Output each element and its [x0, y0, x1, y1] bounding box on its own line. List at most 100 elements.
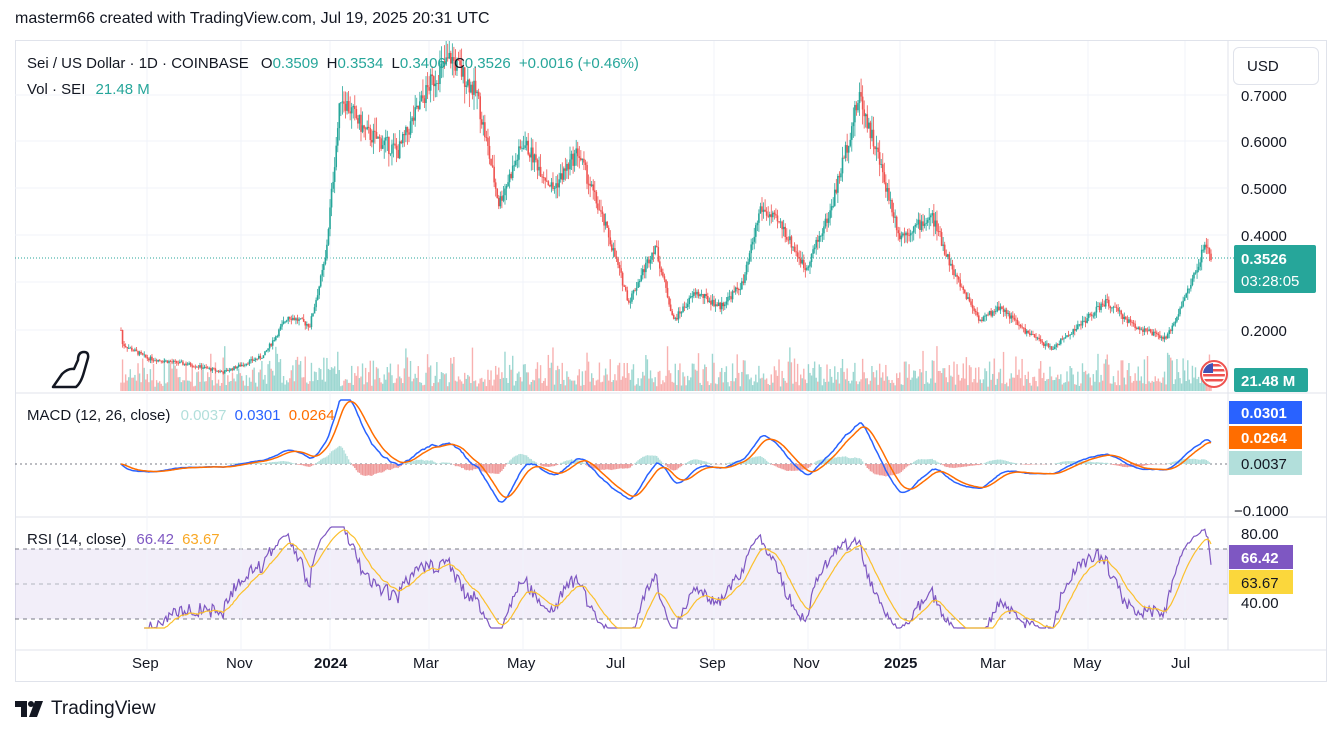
macd-hist-bar: [951, 464, 954, 468]
macd-hist-bar: [355, 464, 358, 471]
candle-body: [886, 187, 889, 192]
candle-body: [465, 85, 468, 87]
volume-bar: [1117, 370, 1119, 391]
candle-body: [168, 361, 170, 363]
volume-bar: [1015, 356, 1017, 391]
macd-hist-bar: [817, 460, 819, 464]
macd-hist-bar: [874, 464, 876, 475]
volume-bar: [572, 380, 574, 391]
candle-body: [425, 85, 427, 103]
macd-hist-bar: [1115, 464, 1118, 466]
candle-body: [1100, 303, 1102, 310]
price-axis[interactable]: 0.7000 0.6000 0.5000 0.4000 0.2000 −0.10…: [1234, 88, 1289, 612]
volume-bar: [1033, 376, 1036, 391]
macd-hist-bar: [409, 461, 412, 464]
volume-bar: [1081, 363, 1084, 391]
candle-body: [374, 130, 376, 132]
volume-bar: [310, 362, 313, 391]
volume-bar: [866, 378, 868, 391]
macd-hist-bar: [820, 459, 822, 464]
volume-bar: [998, 372, 1000, 391]
volume-bar: [792, 383, 794, 391]
rsi-label[interactable]: RSI (14, close): [27, 531, 127, 548]
macd-label[interactable]: MACD (12, 26, close): [27, 407, 171, 424]
macd-hist-bar: [1120, 464, 1122, 467]
volume-bar: [694, 369, 697, 391]
candle-body: [182, 361, 184, 365]
macd-hist-bar: [505, 464, 508, 465]
macd-hist-bar: [773, 464, 776, 466]
volume-bar: [343, 380, 345, 391]
candle-body: [755, 225, 757, 237]
volume-bar: [669, 373, 672, 391]
candle-body: [1200, 249, 1203, 263]
volume-bar: [237, 368, 240, 391]
macd-hist-bar: [381, 464, 384, 473]
time-axis[interactable]: Sep Nov 2024 Mar May Jul Sep Nov 2025 Ma…: [132, 655, 1190, 672]
macd-hist-bar: [326, 456, 328, 464]
volume-bar: [830, 376, 833, 391]
candle-body: [470, 84, 472, 93]
volume-bar: [538, 378, 540, 391]
macd-hist-bar: [959, 464, 961, 468]
candle-body: [335, 145, 338, 168]
candle-body: [764, 209, 766, 212]
volume-bar: [690, 377, 692, 391]
candle-body: [1095, 306, 1098, 313]
candle-body: [962, 286, 965, 290]
macd-hist-bar: [1078, 461, 1081, 464]
candle-body: [883, 172, 886, 183]
volume-bar: [488, 379, 491, 391]
volume-bar: [600, 382, 602, 391]
candle-body: [756, 222, 759, 226]
macd-hist-bar: [1194, 459, 1197, 464]
macd-hist-bar: [973, 464, 975, 466]
candle-body: [397, 149, 399, 159]
candle-body: [1134, 323, 1136, 328]
volume-bar: [476, 386, 478, 391]
candle-body: [1086, 318, 1088, 323]
symbol-title[interactable]: Sei / US Dollar · 1D · COINBASE: [27, 55, 249, 72]
macd-hist-bar: [419, 459, 421, 464]
macd-hist-bar: [937, 462, 940, 464]
tradingview-footer[interactable]: TradingView: [15, 698, 156, 720]
candle-body: [267, 348, 269, 351]
macd-hist-bar: [377, 464, 379, 473]
volume-bar: [1129, 376, 1132, 391]
candle-body: [615, 256, 618, 259]
volume-bar: [1165, 384, 1167, 391]
macd-hist-bar: [837, 456, 839, 464]
macd-hist-bar: [1030, 464, 1033, 465]
macd-hist-bar: [999, 459, 1002, 464]
volume-bar: [388, 372, 390, 391]
volume-bar: [550, 362, 553, 391]
currency-button[interactable]: USD: [1233, 47, 1319, 85]
candle-body: [838, 175, 841, 178]
candle-body: [1073, 329, 1076, 331]
volume-bar: [479, 378, 481, 391]
us-flag-icon[interactable]: [1200, 360, 1228, 388]
candle-body: [169, 361, 172, 362]
candle-body: [1066, 335, 1068, 338]
volume-bar: [451, 363, 454, 391]
volume-bar: [804, 379, 807, 391]
candle-body: [1131, 322, 1133, 323]
candle-body: [388, 136, 390, 154]
volume-bar: [347, 382, 350, 391]
macd-hist-bar: [570, 459, 573, 464]
candle-body: [564, 168, 567, 171]
time-tick: Nov: [226, 655, 253, 672]
candle-body: [426, 85, 429, 88]
volume-bar: [267, 364, 269, 391]
macd-hist-bar: [590, 464, 593, 468]
volume-bar: [1115, 385, 1118, 391]
macd-hist-bar: [673, 464, 675, 471]
volume-label[interactable]: Vol · SEI: [27, 81, 86, 98]
candle-body: [123, 344, 125, 347]
volume-bar: [676, 385, 678, 391]
volume-bar: [617, 365, 619, 391]
macd-hist-bar: [258, 462, 260, 464]
volume-bar: [547, 354, 550, 391]
macd-hist-bar: [784, 464, 786, 471]
